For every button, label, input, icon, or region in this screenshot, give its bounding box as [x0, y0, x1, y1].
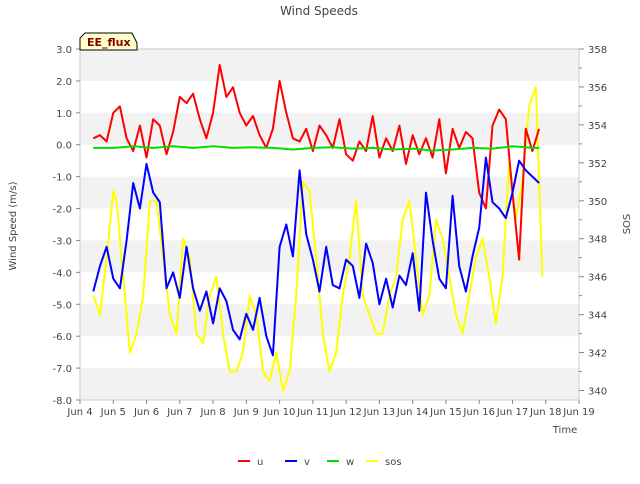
- series-line-v: [92, 156, 540, 357]
- y-tick-label: 1.0: [56, 109, 72, 120]
- x-tick-label: Jun 19: [562, 407, 595, 418]
- y-axis-right: 340 342 344 346 348 350 352 354 356 358: [579, 45, 607, 398]
- y2-tick-label: 354: [588, 121, 607, 132]
- y-tick-label: -6.0: [52, 332, 72, 343]
- y2-tick-label: 358: [588, 45, 607, 56]
- x-tick-label: Jun 5: [100, 407, 126, 418]
- plot-frame: [79, 48, 580, 401]
- y2-tick-label: 348: [588, 235, 607, 246]
- y2-axis-title: SOS: [622, 214, 633, 235]
- y-axis-left: 3.0 2.0 1.0 0.0 -1.0 -2.0 -3.0 -4.0 -5.0 -6.0 -7.0…: [52, 45, 80, 407]
- y2-tick-label: 342: [588, 349, 607, 360]
- legend-label-w: w: [346, 457, 354, 468]
- y-tick-label: -5.0: [52, 300, 72, 311]
- series-line-w: [93, 145, 540, 152]
- x-tick-label: Jun 13: [363, 407, 396, 418]
- x-tick-label: Jun 17: [496, 407, 529, 418]
- y-tick-label: -1.0: [52, 173, 72, 184]
- y-tick-label: 0.0: [56, 141, 72, 152]
- y-tick-label: -4.0: [52, 268, 72, 279]
- background-band: [80, 49, 579, 81]
- x-tick-label: Jun 4: [66, 407, 92, 418]
- x-tick-label: Jun 10: [263, 407, 296, 418]
- y-tick-label: 3.0: [56, 45, 72, 56]
- legend-label-u: u: [257, 457, 263, 468]
- y2-tick-label: 356: [588, 83, 607, 94]
- x-tick-label: Jun 11: [296, 407, 329, 418]
- legend: u v w sos: [238, 457, 402, 468]
- x-tick-label: Jun 14: [396, 407, 429, 418]
- y-tick-label: -2.0: [52, 205, 72, 216]
- x-axis-title: Time: [552, 425, 577, 436]
- x-tick-label: Jun 6: [133, 407, 159, 418]
- background-band: [80, 304, 579, 337]
- background-band: [80, 176, 579, 209]
- site-badge-box: [79, 32, 138, 51]
- y2-tick-label: 344: [588, 311, 607, 322]
- x-tick-label: Jun 15: [429, 407, 462, 418]
- site-badge-label: EE_flux: [87, 36, 131, 49]
- y2-tick-label: 340: [588, 387, 607, 398]
- y-axis-title: Wind Speed (m/s): [8, 181, 19, 270]
- x-axis: Jun 4 Jun 5 Jun 6 Jun 7 Jun 8 Jun 9 Jun 10 Jun …: [66, 400, 595, 418]
- x-tick-label: Jun 8: [199, 407, 225, 418]
- chart-title: Wind Speeds: [280, 4, 358, 18]
- legend-label-v: v: [304, 457, 310, 468]
- series-group: [92, 64, 544, 392]
- series-line-u: [92, 64, 541, 261]
- y-tick-label: -3.0: [52, 236, 72, 247]
- x-tick-label: Jun 16: [462, 407, 495, 418]
- y-tick-label: -8.0: [52, 396, 72, 407]
- y2-tick-label: 350: [588, 197, 607, 208]
- y-tick-label: 2.0: [56, 77, 72, 88]
- y2-tick-label: 346: [588, 273, 607, 284]
- y2-tick-label: 352: [588, 159, 607, 170]
- x-tick-label: Jun 18: [529, 407, 562, 418]
- x-tick-label: Jun 12: [329, 407, 362, 418]
- x-tick-label: Jun 7: [166, 407, 192, 418]
- background-band: [80, 368, 579, 400]
- x-tick-label: Jun 9: [233, 407, 259, 418]
- legend-label-sos: sos: [385, 457, 402, 468]
- background-bands: [80, 49, 579, 400]
- site-badge: EE_flux: [79, 32, 138, 51]
- y-tick-label: -7.0: [52, 364, 72, 375]
